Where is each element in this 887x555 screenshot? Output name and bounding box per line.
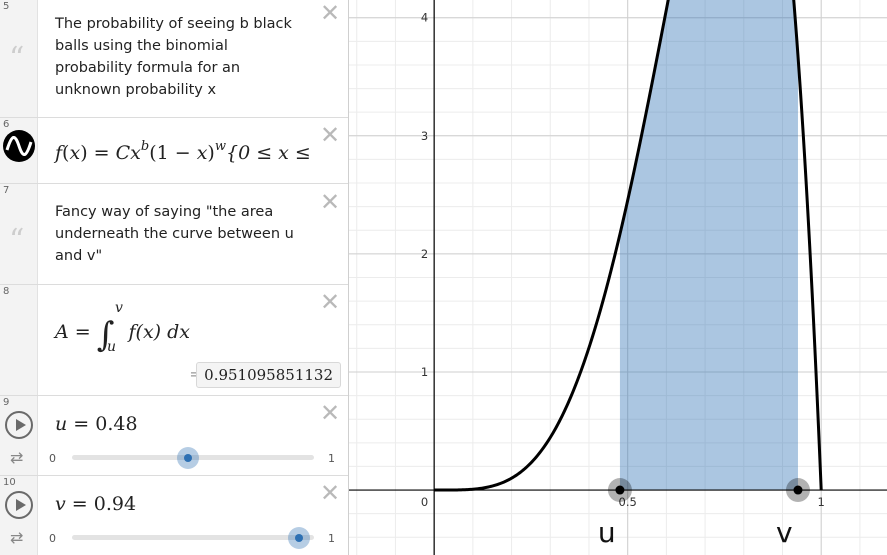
delete-expression-icon[interactable]: ✕	[320, 121, 341, 149]
expression-gutter: 6	[0, 118, 38, 183]
expression-index: 8	[3, 286, 10, 297]
expression-slider-v[interactable]: 10 ⇄ v = 0.94 0 1 ✕	[0, 476, 348, 555]
expression-gutter: 7 “	[0, 184, 38, 284]
expression-index: 7	[3, 185, 10, 196]
point-v-label: v	[776, 516, 793, 549]
formula-text[interactable]: f(x) = Cxb(1 − x)w{0 ≤ x ≤	[55, 139, 311, 164]
point-u[interactable]	[615, 485, 625, 495]
integral-upper-limit: v	[115, 300, 123, 316]
slider-track[interactable]	[72, 527, 314, 549]
note-text: The probability of seeing b black balls …	[55, 16, 292, 98]
point-v[interactable]	[793, 485, 803, 495]
expression-index: 9	[3, 397, 10, 408]
expression-integral-8[interactable]: 8 A = ∫ v u f(x) dx = 0.951095851132 ✕	[0, 285, 348, 396]
delete-expression-icon[interactable]: ✕	[320, 188, 341, 216]
y-tick-label: 1	[421, 365, 428, 379]
play-icon[interactable]	[5, 411, 33, 439]
slider-max[interactable]: 1	[328, 452, 335, 465]
expression-index: 6	[3, 119, 10, 130]
x-tick-label: 1	[818, 495, 825, 509]
graph-canvas[interactable]: 0.5 1 1 2 3 4 0 u v	[349, 0, 887, 555]
delete-expression-icon[interactable]: ✕	[320, 288, 341, 316]
slider-min[interactable]: 0	[49, 452, 56, 465]
slider-track[interactable]	[72, 447, 314, 469]
quote-icon: “	[9, 223, 25, 258]
slider-handle[interactable]	[288, 527, 311, 549]
loop-icon[interactable]: ⇄	[10, 528, 24, 547]
slider-min[interactable]: 0	[49, 532, 56, 545]
integral-sign: ∫	[96, 315, 115, 355]
expression-gutter: 8	[0, 285, 38, 395]
expression-gutter: 9 ⇄	[0, 396, 38, 475]
desmos-graph-style-icon[interactable]	[3, 130, 35, 162]
expression-gutter: 10 ⇄	[0, 476, 38, 555]
delete-expression-icon[interactable]: ✕	[320, 0, 341, 27]
delete-expression-icon[interactable]: ✕	[320, 399, 341, 427]
y-tick-label: 2	[421, 247, 428, 261]
shaded-area	[619, 0, 798, 491]
quote-icon: “	[9, 41, 25, 76]
slider-formula[interactable]: v = 0.94	[55, 493, 137, 515]
expression-list: 5 “ The probability of seeing b black ba…	[0, 0, 349, 555]
expression-slider-u[interactable]: 9 ⇄ u = 0.48 0 1 ✕	[0, 396, 348, 476]
function-curve	[434, 0, 823, 492]
overflow-fade	[308, 118, 348, 183]
slider-formula[interactable]: u = 0.48	[55, 413, 138, 435]
y-tick-label: 4	[421, 11, 428, 25]
integral-lower-limit: u	[107, 339, 117, 355]
expression-gutter: 5 “	[0, 0, 38, 117]
slider-handle[interactable]	[177, 447, 200, 469]
integrand: f(x) dx	[128, 321, 191, 343]
expression-note-5[interactable]: 5 “ The probability of seeing b black ba…	[0, 0, 348, 118]
integral-formula[interactable]: A = ∫ v u f(x) dx	[55, 300, 191, 355]
slider-max[interactable]: 1	[328, 532, 335, 545]
play-icon[interactable]	[5, 491, 33, 519]
loop-icon[interactable]: ⇄	[10, 448, 24, 467]
expression-index: 5	[3, 1, 10, 12]
delete-expression-icon[interactable]: ✕	[320, 479, 341, 507]
point-u-label: u	[598, 516, 616, 549]
integral-result: 0.951095851132	[196, 362, 341, 388]
origin-label: 0	[421, 495, 428, 509]
graph-paper[interactable]: 0.5 1 1 2 3 4 0 u v	[349, 0, 887, 555]
expression-index: 10	[3, 477, 16, 488]
y-tick-label: 3	[421, 129, 428, 143]
x-tick-label: 0.5	[619, 495, 637, 509]
expression-formula-6[interactable]: 6 f(x) = Cxb(1 − x)w{0 ≤ x ≤ ✕	[0, 118, 348, 184]
note-text: Fancy way of saying "the area underneath…	[55, 204, 294, 264]
expression-note-7[interactable]: 7 “ Fancy way of saying "the area undern…	[0, 184, 348, 285]
